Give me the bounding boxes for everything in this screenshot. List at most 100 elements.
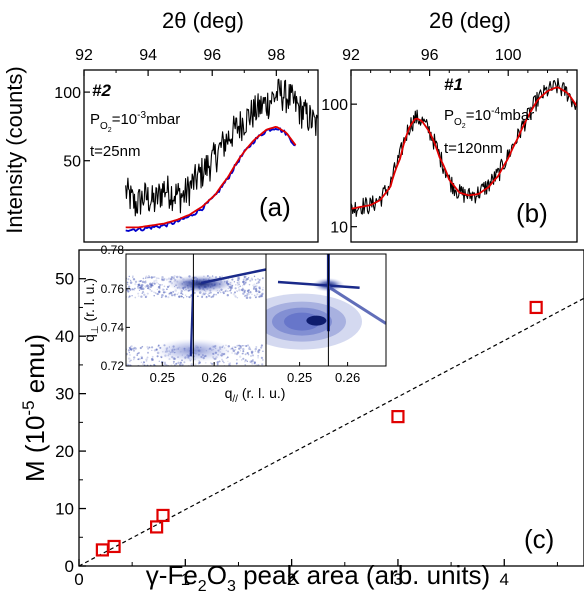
inset-intensity-speck bbox=[162, 278, 166, 281]
inset-intensity-speck bbox=[255, 289, 258, 293]
inset-y-tick-label: 0.78 bbox=[101, 243, 125, 257]
inset-intensity-speck bbox=[132, 349, 136, 352]
inset-intensity-speck bbox=[145, 295, 148, 298]
inset-intensity-speck bbox=[128, 296, 130, 299]
inset-intensity-speck bbox=[151, 355, 154, 358]
panel-b-y-axis-ticks: 10 100 bbox=[321, 97, 357, 237]
inset-intensity-speck bbox=[255, 346, 258, 348]
inset-intensity-speck bbox=[256, 277, 260, 280]
inset-intensity-speck bbox=[140, 285, 143, 288]
inset-intensity-speck bbox=[148, 275, 150, 277]
inset-intensity-speck bbox=[148, 346, 151, 349]
inset-intensity-speck bbox=[135, 368, 137, 370]
inset-intensity-speck bbox=[247, 354, 250, 356]
inset-x-tick-label: 0.26 bbox=[335, 370, 360, 385]
inset-intensity-speck bbox=[124, 352, 126, 354]
inset-intensity-speck bbox=[127, 357, 131, 360]
inset-intensity-speck bbox=[243, 275, 246, 278]
inset-intensity-speck bbox=[143, 361, 146, 364]
inset-intensity-speck bbox=[239, 373, 240, 374]
panel-c-ylabel: M (10-5 emu) bbox=[19, 334, 50, 482]
inset-intensity-speck bbox=[158, 360, 160, 362]
inset-intensity-speck bbox=[151, 349, 153, 352]
inset-intensity-speck bbox=[182, 372, 184, 374]
inset-intensity-speck bbox=[146, 351, 150, 354]
inset-intensity-speck bbox=[155, 279, 158, 282]
inset-intensity-speck bbox=[134, 287, 136, 290]
inset-intensity-speck bbox=[237, 282, 240, 286]
inset-intensity-speck bbox=[234, 374, 235, 375]
inset-intensity-speck bbox=[247, 277, 250, 279]
inset-intensity-speck bbox=[243, 276, 247, 279]
inset-intensity-speck bbox=[257, 369, 259, 371]
inset-intensity-speck bbox=[228, 370, 230, 372]
x-tick-label: 3 bbox=[393, 570, 402, 589]
inset-intensity-speck bbox=[257, 357, 259, 359]
inset-intensity-speck bbox=[127, 290, 130, 293]
inset-intensity-speck bbox=[151, 346, 154, 349]
x-tick-label: 4 bbox=[500, 570, 509, 589]
inset-intensity-speck bbox=[243, 290, 246, 294]
inset-intensity-speck bbox=[214, 366, 216, 368]
inset-intensity-speck bbox=[252, 287, 256, 290]
inset-intensity-speck bbox=[126, 363, 129, 366]
fit-series-line bbox=[125, 126, 297, 229]
inset-intensity-speck bbox=[144, 372, 146, 374]
inset-intensity-speck bbox=[253, 294, 256, 297]
inset-intensity-speck bbox=[161, 276, 164, 279]
inset-intensity-speck bbox=[226, 290, 229, 293]
data-series-line bbox=[351, 77, 577, 217]
inset-intensity-speck bbox=[241, 353, 243, 355]
inset-intensity-speck bbox=[190, 363, 193, 366]
inset-intensity-speck bbox=[245, 277, 249, 281]
inset-intensity-speck bbox=[144, 295, 147, 298]
panel-a-pressure-annotation: PO2=10-3mbar bbox=[90, 110, 180, 134]
inset-intensity-speck bbox=[240, 359, 243, 361]
inset-intensity-speck bbox=[163, 291, 165, 294]
panel-a-thickness-annotation: t=25nm bbox=[90, 143, 140, 160]
inset-intensity-speck bbox=[141, 357, 143, 359]
inset-intensity-speck bbox=[237, 286, 240, 288]
inset-intensity-speck bbox=[240, 288, 244, 292]
inset-x-tick-label: 0.26 bbox=[201, 370, 226, 385]
inset-intensity-speck bbox=[246, 360, 249, 363]
inset-intensity-speck bbox=[153, 282, 156, 285]
inset-intensity-speck bbox=[174, 364, 176, 366]
panel-c-inset-maps: 0.25 0.25 0.26 0.26 0.72 0.74 0.76 0.78 q// (r… bbox=[81, 243, 387, 405]
inset-intensity-speck bbox=[242, 278, 245, 281]
inset-intensity-speck bbox=[132, 275, 134, 278]
inset-intensity-speck bbox=[260, 344, 264, 347]
inset-intensity-speck bbox=[250, 355, 252, 357]
inset-y-tick-label: 0.74 bbox=[101, 320, 125, 334]
panel-c: 0 1 2 3 4 0 10 20 30 40 50 (c) γ-Fe2O3 peak area … bbox=[19, 243, 584, 591]
inset-intensity-speck bbox=[149, 289, 151, 291]
inset-intensity-speck bbox=[260, 356, 264, 360]
inset-intensity-speck bbox=[237, 278, 241, 281]
inset-intensity-speck bbox=[126, 281, 129, 284]
inset-intensity-speck bbox=[256, 282, 258, 284]
inset-intensity-speck bbox=[173, 275, 176, 278]
inset-intensity-speck bbox=[134, 296, 137, 299]
inset-intensity-speck bbox=[257, 370, 259, 372]
inset-intensity-speck bbox=[215, 367, 217, 369]
inset-intensity-speck bbox=[131, 295, 133, 297]
inset-intensity-speck bbox=[236, 289, 238, 292]
inset-intensity-speck bbox=[234, 287, 237, 290]
inset-intensity-speck bbox=[261, 277, 264, 280]
inset-intensity-speck bbox=[184, 373, 186, 375]
inset-intensity-speck bbox=[255, 369, 256, 370]
panel-b-top-axis-ticks: 92 96 100 bbox=[342, 47, 568, 76]
inset-intensity-speck bbox=[231, 370, 234, 373]
inset-intensity-speck bbox=[236, 282, 238, 284]
inset-intensity-speck bbox=[141, 280, 145, 284]
y-tick-label: 10 bbox=[55, 500, 74, 519]
inset-intensity-speck bbox=[132, 276, 134, 279]
inset-intensity-speck bbox=[143, 366, 145, 368]
inset-intensity-speck bbox=[187, 369, 189, 371]
inset-intensity-speck bbox=[231, 367, 233, 369]
inset-intensity-speck bbox=[127, 283, 129, 285]
inset-intensity-speck bbox=[123, 275, 124, 276]
inset-intensity-speck bbox=[233, 367, 235, 369]
inset-intensity-speck bbox=[141, 292, 144, 295]
